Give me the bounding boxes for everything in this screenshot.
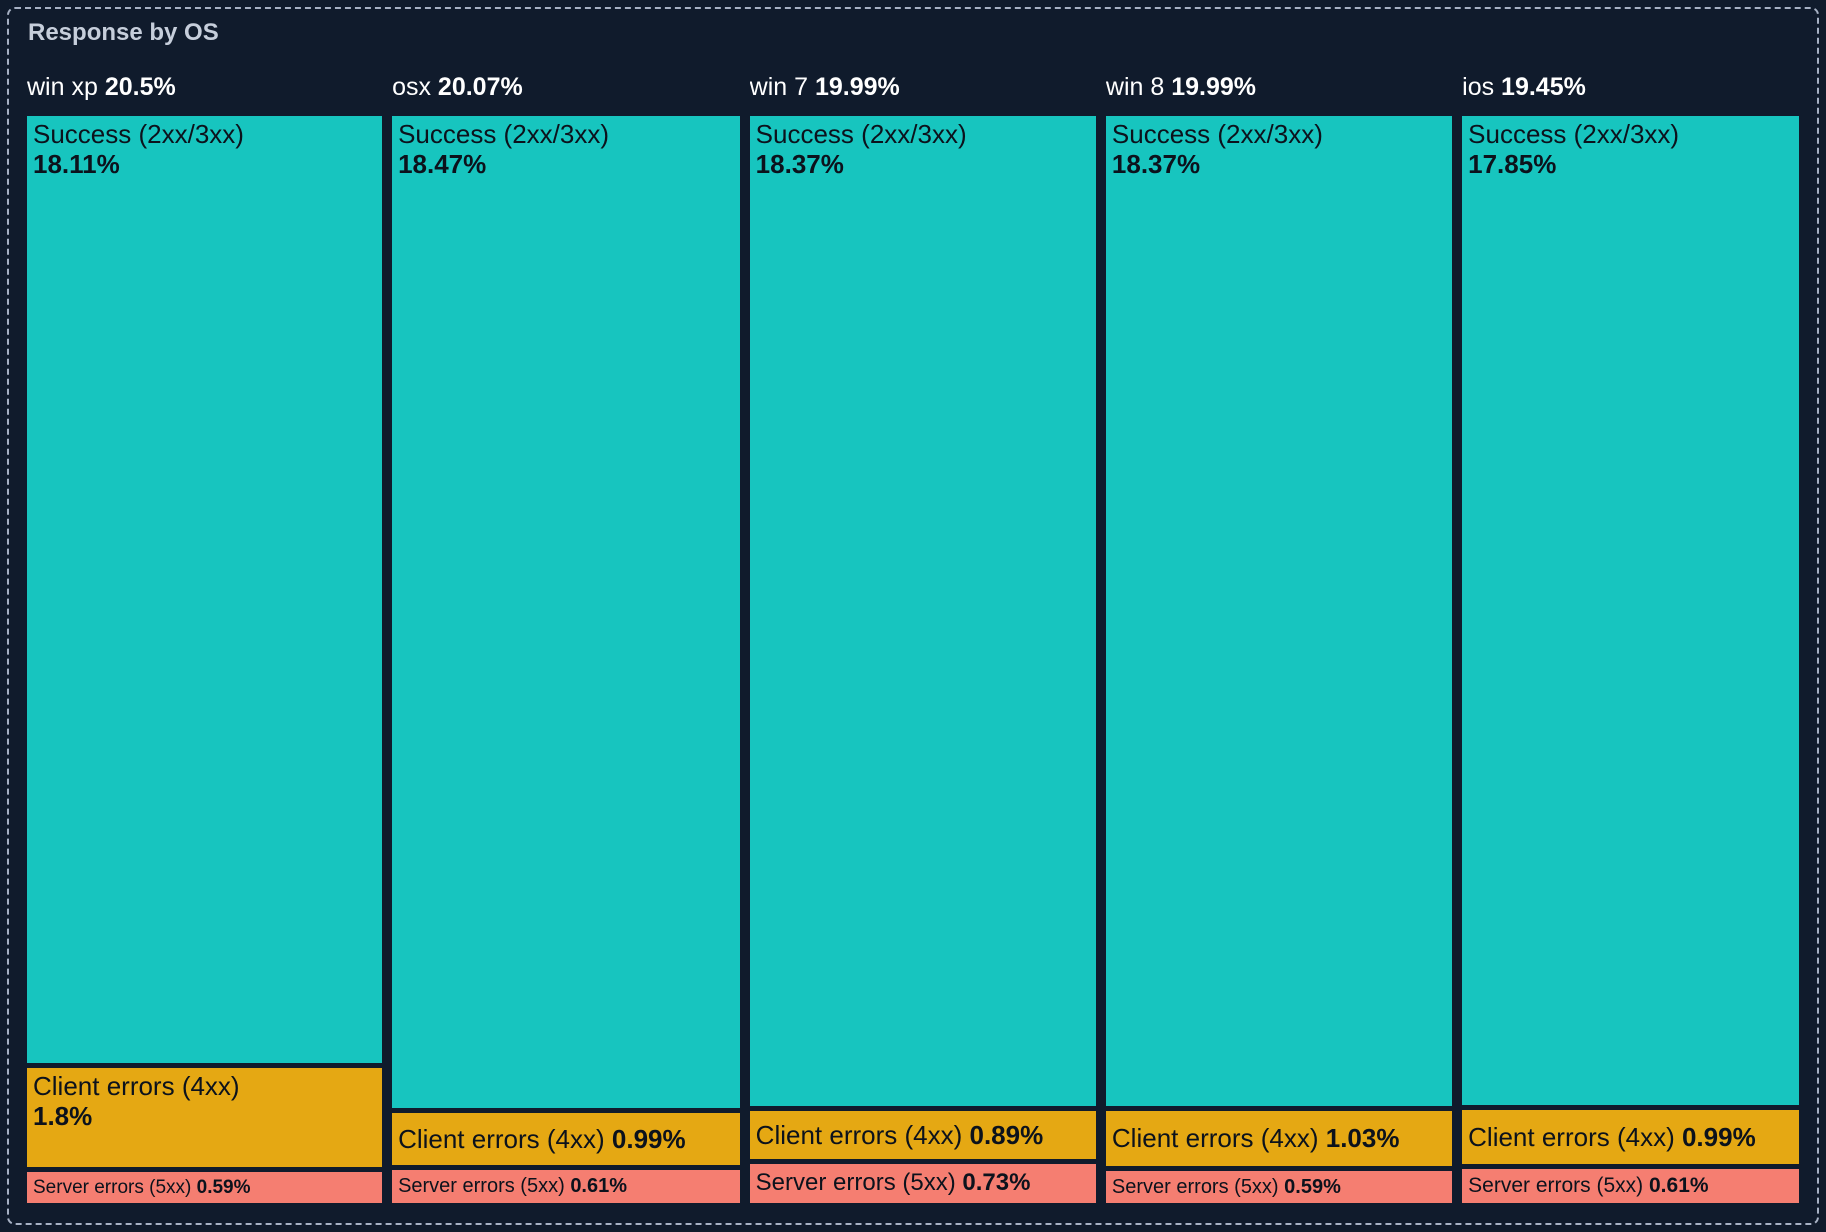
segment-label: Success (2xx/3xx)	[33, 119, 244, 149]
segment-percent: 0.59%	[196, 1176, 251, 1198]
segment-client-errors[interactable]: Client errors (4xx) 1.8%	[27, 1067, 383, 1168]
segment-label: Success (2xx/3xx)	[398, 119, 610, 149]
os-total-percent: 19.99%	[1171, 73, 1257, 101]
segment-percent: 18.11%	[33, 149, 120, 180]
segment-percent: 18.37%	[755, 149, 844, 180]
segment-percent: 18.47%	[398, 149, 487, 180]
os-total-percent: 19.99%	[814, 73, 900, 101]
segment-label: Server errors (5xx)	[398, 1175, 571, 1198]
os-column-header: win xp 20.5%	[27, 73, 382, 106]
segment-server-errors[interactable]: Server errors (5xx) 0.73%	[749, 1163, 1096, 1203]
segment-success[interactable]: Success (2xx/3xx) 18.11%	[27, 116, 383, 1063]
segment-label: Client errors (4xx)	[1468, 1121, 1682, 1152]
segment-percent: 1.03%	[1325, 1123, 1400, 1154]
segment-label: Server errors (5xx)	[1468, 1174, 1649, 1198]
os-name: win 8	[1105, 73, 1172, 101]
segment-client-errors[interactable]: Client errors (4xx) 1.03%	[1105, 1111, 1453, 1167]
os-column-ios: ios 19.45% Success (2xx/3xx) 17.85% Client …	[1462, 73, 1800, 1203]
os-column-header: win 8 19.99%	[1106, 73, 1452, 106]
segment-server-errors[interactable]: Server errors (5xx) 0.61%	[1462, 1169, 1800, 1203]
os-column-header: ios 19.45%	[1462, 73, 1799, 106]
segment-label: Server errors (5xx)	[1111, 1175, 1285, 1198]
os-column-header: osx 20.07%	[392, 73, 740, 106]
segment-success[interactable]: Success (2xx/3xx) 17.85%	[1462, 116, 1800, 1105]
os-name: win xp	[27, 73, 105, 101]
segment-server-errors[interactable]: Server errors (5xx) 0.61%	[392, 1170, 740, 1203]
segment-label: Client errors (4xx)	[755, 1119, 970, 1150]
segment-label: Client errors (4xx)	[398, 1123, 612, 1154]
segment-label: Success (2xx/3xx)	[755, 119, 967, 149]
segment-percent: 0.59%	[1284, 1175, 1341, 1198]
segment-server-errors[interactable]: Server errors (5xx) 0.59%	[1105, 1171, 1453, 1203]
segment-percent: 0.89%	[969, 1119, 1044, 1150]
segment-label: Server errors (5xx)	[33, 1176, 197, 1198]
segment-label: Server errors (5xx)	[755, 1169, 963, 1197]
os-column-win-8: win 8 19.99% Success (2xx/3xx) 18.37% Clien…	[1105, 73, 1453, 1203]
os-column-osx: osx 20.07% Success (2xx/3xx) 18.47% Client …	[392, 73, 740, 1203]
response-by-os-treemap: win xp 20.5% Success (2xx/3xx) 18.11% Clien…	[27, 73, 1800, 1204]
os-column-header: win 7 19.99%	[750, 73, 1096, 106]
os-column-win-7: win 7 19.99% Success (2xx/3xx) 18.37% Clien…	[749, 73, 1096, 1203]
segment-client-errors[interactable]: Client errors (4xx) 0.99%	[1462, 1109, 1800, 1165]
os-name: ios	[1462, 73, 1502, 101]
panel-title: Response by OS	[28, 19, 219, 46]
segment-percent: 18.37%	[1111, 149, 1201, 180]
os-name: win 7	[749, 73, 815, 101]
segment-percent: 0.99%	[611, 1123, 686, 1154]
os-segments: Success (2xx/3xx) 18.47% Client errors (4x…	[392, 116, 740, 1203]
segment-server-errors[interactable]: Server errors (5xx) 0.59%	[27, 1172, 383, 1204]
os-total-percent: 20.07%	[437, 73, 523, 101]
os-segments: Success (2xx/3xx) 17.85% Client errors (4x…	[1462, 116, 1800, 1203]
segment-percent: 0.99%	[1681, 1121, 1756, 1152]
segment-success[interactable]: Success (2xx/3xx) 18.47%	[392, 116, 740, 1108]
segment-percent: 0.73%	[962, 1169, 1031, 1197]
os-total-percent: 19.45%	[1501, 73, 1586, 101]
segment-percent: 0.61%	[570, 1175, 628, 1198]
segment-client-errors[interactable]: Client errors (4xx) 0.99%	[392, 1112, 740, 1166]
os-total-percent: 20.5%	[104, 73, 176, 101]
segment-label: Client errors (4xx)	[1111, 1123, 1326, 1154]
segment-percent: 17.85%	[1468, 149, 1557, 180]
segment-percent: 1.8%	[33, 1101, 93, 1131]
segment-client-errors[interactable]: Client errors (4xx) 0.89%	[749, 1111, 1096, 1159]
segment-success[interactable]: Success (2xx/3xx) 18.37%	[749, 116, 1096, 1107]
os-column-win-xp: win xp 20.5% Success (2xx/3xx) 18.11% Clien…	[27, 73, 383, 1204]
os-name: osx	[392, 73, 438, 101]
segment-label: Success (2xx/3xx)	[1111, 119, 1323, 149]
os-segments: Success (2xx/3xx) 18.11% Client errors (4x…	[27, 116, 383, 1204]
os-segments: Success (2xx/3xx) 18.37% Client errors (4x…	[1105, 116, 1453, 1203]
segment-percent: 0.61%	[1649, 1174, 1709, 1198]
segment-success[interactable]: Success (2xx/3xx) 18.37%	[1105, 116, 1453, 1107]
segment-label: Client errors (4xx)	[33, 1070, 240, 1101]
segment-label: Success (2xx/3xx)	[1468, 119, 1680, 149]
os-segments: Success (2xx/3xx) 18.37% Client errors (4x…	[749, 116, 1096, 1203]
